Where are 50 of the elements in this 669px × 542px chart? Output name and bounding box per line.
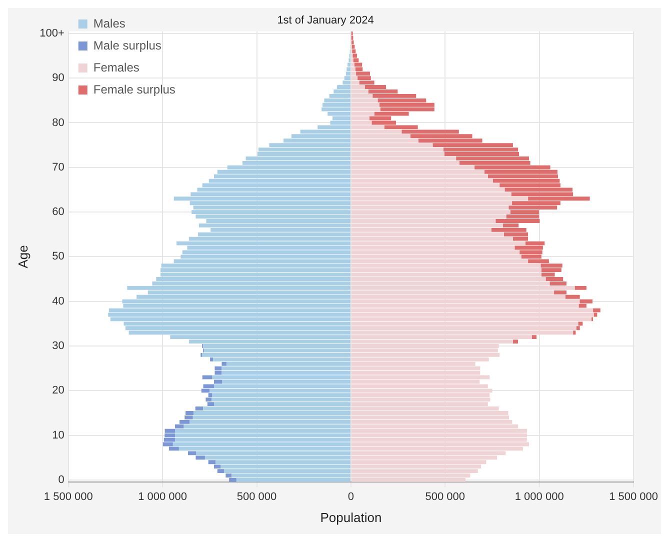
y-tick-label: 40 [52, 295, 64, 308]
bar [514, 246, 543, 250]
y-tick-label: 30 [52, 340, 64, 352]
y-tick-label: 90 [52, 72, 64, 84]
bar [351, 62, 354, 67]
y-tick-label: 20 [52, 384, 64, 397]
y-tick-label: 60 [52, 206, 64, 218]
bar [354, 62, 362, 67]
y-tick-label: 80 [52, 116, 64, 129]
legend-label: Females [93, 60, 140, 74]
bar [214, 380, 222, 384]
bar [578, 322, 583, 326]
bar [195, 406, 204, 410]
bar [175, 433, 350, 438]
bar [352, 49, 356, 54]
bar [348, 62, 350, 67]
bar [351, 241, 526, 246]
legend-label: Males [93, 16, 126, 30]
bar [222, 362, 227, 366]
bar [351, 433, 527, 438]
bar [203, 384, 214, 388]
bar [352, 54, 357, 58]
y-axis-title: Age [15, 245, 30, 268]
bar [512, 340, 518, 344]
bar [164, 433, 176, 438]
x-axis-title: Population [320, 510, 382, 525]
bar [176, 241, 350, 246]
chart-title: 1st of January 2024 [277, 14, 374, 27]
legend-label: Male surplus [93, 38, 162, 52]
y-tick-label: 70 [52, 161, 64, 174]
bar [593, 308, 600, 312]
y-tick-label: 50 [52, 250, 64, 263]
bar [214, 370, 222, 375]
bar [353, 58, 359, 62]
bar [210, 357, 214, 362]
bar [574, 286, 586, 290]
x-tick-label: 500 000 [236, 490, 277, 503]
bar [573, 330, 576, 335]
x-tick-label: 0 [348, 490, 354, 503]
x-tick-label: 1 500 000 [609, 490, 658, 503]
y-tick-label: 0 [58, 474, 64, 486]
y-tick-label: 100+ [40, 27, 64, 40]
legend-label: Female surplus [93, 82, 176, 96]
x-tick-label: 1 000 000 [138, 490, 188, 503]
x-tick-label: 1 500 000 [44, 490, 93, 503]
x-tick-label: 1 000 000 [514, 490, 564, 503]
x-tick-label: 500 000 [425, 490, 466, 503]
bar [351, 384, 488, 388]
y-tick-label: 10 [52, 429, 64, 442]
bar [532, 335, 537, 340]
